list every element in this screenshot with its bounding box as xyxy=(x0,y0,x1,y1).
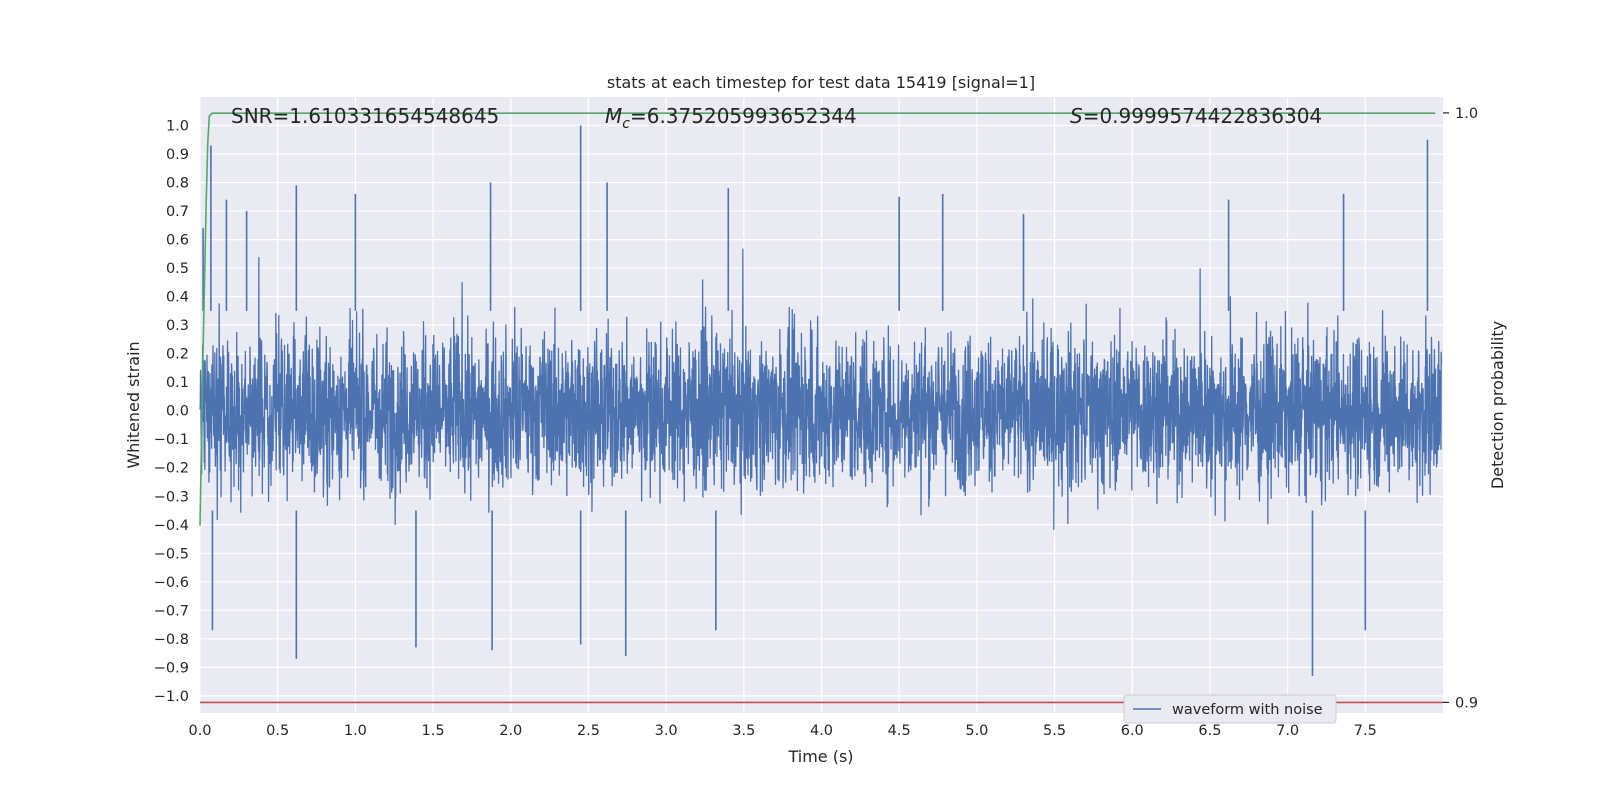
x-tick-label: 5.0 xyxy=(965,723,988,739)
x-tick-label: 0.5 xyxy=(266,723,289,739)
x-tick-label: 6.0 xyxy=(1121,723,1144,739)
x-tick-label: 3.5 xyxy=(732,723,755,739)
legend-entry-waveform: waveform with noise xyxy=(1172,702,1323,718)
waveform-line xyxy=(199,248,1443,530)
detection-probability-line xyxy=(199,112,1436,526)
chirp-mass-value: =6.375205993652344 xyxy=(630,104,857,128)
s-value: =0.9999574422836304 xyxy=(1083,104,1322,128)
x-tick-label: 6.5 xyxy=(1198,723,1221,739)
y-tick-label: −0.8 xyxy=(154,632,189,648)
chirp-mass-annotation: Mc=6.375205993652344 xyxy=(605,104,857,132)
y2-axis-label: Detection probability xyxy=(1488,321,1507,489)
y-tick-label: 0.6 xyxy=(166,233,189,249)
x-tick-label: 2.0 xyxy=(499,723,522,739)
y-tick-label: 0.5 xyxy=(166,261,189,277)
y-tick-label: −0.9 xyxy=(154,660,189,676)
x-axis-label: Time (s) xyxy=(787,747,853,766)
y-tick-label: −0.4 xyxy=(154,518,189,534)
x-tick-label: 5.5 xyxy=(1043,723,1066,739)
y-tick-label: −1.0 xyxy=(154,689,189,705)
chirp-mass-symbol: M xyxy=(605,104,622,128)
s-symbol: S xyxy=(1070,104,1083,128)
y-tick-label: 1.0 xyxy=(166,119,189,135)
x-tick-label: 4.0 xyxy=(810,723,833,739)
y-tick-label: 0.7 xyxy=(166,204,189,220)
y-tick-label: 0.4 xyxy=(166,290,189,306)
y-tick-label: −0.7 xyxy=(154,603,189,619)
x-tick-label: 1.0 xyxy=(344,723,367,739)
s-annotation: S=0.9999574422836304 xyxy=(1070,104,1322,128)
y-tick-label: −0.3 xyxy=(154,489,189,505)
y-tick-label: 0.8 xyxy=(166,176,189,192)
legend-box xyxy=(1123,694,1337,724)
y2-tick-label: 1.0 xyxy=(1455,106,1478,122)
chart-title: stats at each timestep for test data 154… xyxy=(607,73,1035,92)
snr-annotation: SNR=1.610331654548645 xyxy=(231,104,499,128)
x-tick-label: 0.0 xyxy=(188,723,211,739)
y2-tick-labels: 1.0 0.9 xyxy=(1443,106,1478,711)
x-tick-label: 7.5 xyxy=(1354,723,1377,739)
x-tick-label: 3.0 xyxy=(655,723,678,739)
y-tick-label: 0.9 xyxy=(166,147,189,163)
y-tick-label: 0.0 xyxy=(166,404,189,420)
x-tick-label: 1.5 xyxy=(422,723,445,739)
x-tick-labels: 0.0 0.5 1.0 1.5 2.0 2.5 3.0 3.5 4.0 4.5 5.0 5.5 6.0 6… xyxy=(188,723,1376,739)
y-tick-label: −0.2 xyxy=(154,461,189,477)
series-waveform-with-noise xyxy=(199,125,1443,676)
y-tick-labels: 1.0 0.9 0.8 0.7 0.6 0.5 0.4 0.3 0.2 0.1 0.0 −0.1 −0.… xyxy=(154,119,189,705)
x-tick-label: 4.5 xyxy=(888,723,911,739)
y-axis-label: Whitened strain xyxy=(124,341,143,468)
legend: waveform with noise xyxy=(1123,694,1337,724)
x-tick-label: 7.0 xyxy=(1276,723,1299,739)
y-tick-label: 0.3 xyxy=(166,318,189,334)
x-tick-label: 2.5 xyxy=(577,723,600,739)
y-tick-label: −0.5 xyxy=(154,546,189,562)
y2-tick-label: 0.9 xyxy=(1455,695,1478,711)
series-detection-probability xyxy=(199,112,1436,526)
chirp-mass-subscript: c xyxy=(622,116,630,132)
y-tick-label: −0.1 xyxy=(154,432,189,448)
y-tick-label: 0.2 xyxy=(166,347,189,363)
y-tick-label: 0.1 xyxy=(166,375,189,391)
y-tick-label: −0.6 xyxy=(154,575,189,591)
